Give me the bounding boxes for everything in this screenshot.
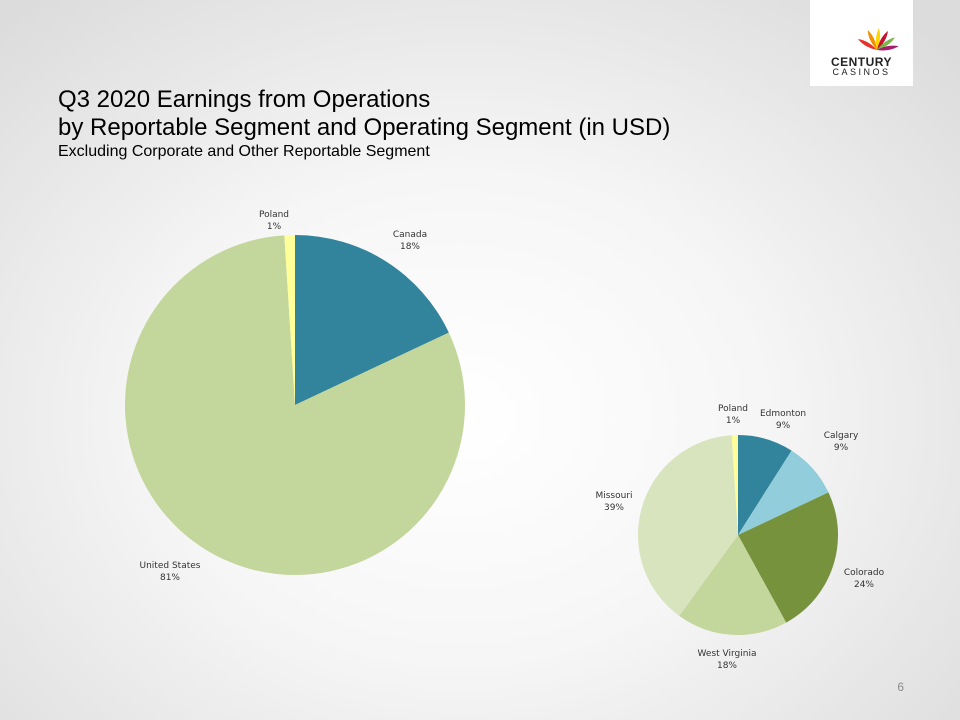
slice-label: Calgary 9% [824, 431, 859, 453]
slice-label: Colorado 24% [844, 568, 885, 590]
page-number: 6 [897, 680, 904, 694]
pie-slice-colorado [738, 492, 838, 623]
slide-title-block: Q3 2020 Earnings from Operations by Repo… [58, 86, 798, 162]
logo-word-casinos: CASINOS [832, 67, 891, 77]
pie-slice-united-states [125, 235, 465, 575]
flower-logo-icon [857, 28, 899, 51]
slice-label: West Virginia 18% [698, 649, 757, 671]
slice-label: Missouri 39% [595, 491, 632, 513]
slide-title-line-1: Q3 2020 Earnings from Operations [58, 86, 431, 113]
pie-slice-calgary [738, 450, 829, 535]
logo-word-century: CENTURY [830, 55, 893, 69]
logo-petal [877, 45, 899, 51]
slide-title-line-2: by Reportable Segment and Operating Segm… [58, 114, 671, 141]
pie-slice-canada [295, 235, 449, 405]
logo-petal [867, 30, 877, 50]
pie-slice-west-virginia [679, 535, 787, 635]
logo-petal [877, 30, 888, 50]
pie-slice-edmonton [738, 435, 792, 535]
slice-label: Poland 1% [259, 210, 289, 232]
logo-petal [877, 37, 896, 50]
slice-label: United States 81% [140, 561, 201, 583]
slice-label: Edmonton 9% [760, 409, 806, 431]
century-casinos-logo: CENTURY CASINOS [810, 0, 913, 86]
pie-slice-poland [284, 235, 295, 405]
slide-subtitle: Excluding Corporate and Other Reportable… [58, 143, 430, 160]
logo-petal [875, 28, 881, 50]
pie-slice-missouri [638, 435, 738, 616]
slice-label: Canada 18% [393, 230, 427, 252]
logo-petal [857, 39, 877, 50]
pie-slice-poland [731, 435, 738, 535]
slice-label: Poland 1% [718, 404, 748, 426]
